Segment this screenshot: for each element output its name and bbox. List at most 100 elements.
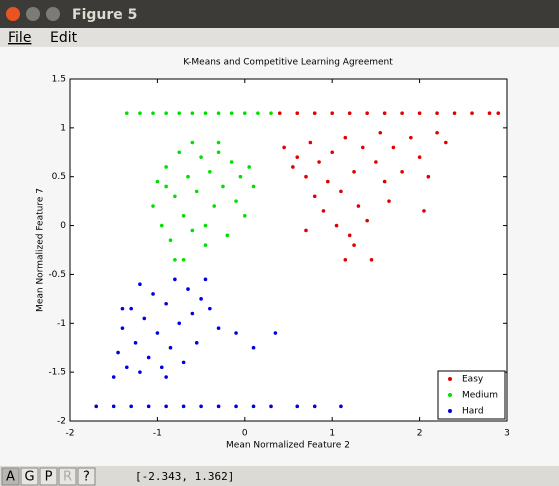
point bbox=[360, 145, 365, 150]
point bbox=[343, 257, 348, 262]
point bbox=[203, 243, 208, 247]
point bbox=[229, 111, 234, 115]
menu-file[interactable]: File bbox=[8, 30, 31, 46]
point bbox=[343, 135, 348, 140]
toolbar-button[interactable] bbox=[20, 467, 39, 486]
point bbox=[164, 184, 168, 189]
point bbox=[435, 111, 439, 115]
point bbox=[177, 111, 182, 115]
minimize-button[interactable] bbox=[26, 7, 40, 21]
point bbox=[435, 130, 439, 135]
y-tick-label: -0.5 bbox=[48, 270, 66, 280]
point bbox=[208, 170, 212, 174]
legend-label: Medium bbox=[462, 391, 498, 401]
point bbox=[181, 257, 186, 262]
point bbox=[277, 111, 282, 115]
point bbox=[203, 223, 208, 228]
y-axis-label: Mean Normalized Feature 7 bbox=[36, 188, 46, 312]
point bbox=[339, 404, 343, 409]
point bbox=[312, 111, 317, 115]
point bbox=[295, 404, 300, 409]
point bbox=[470, 111, 474, 115]
point bbox=[352, 243, 356, 247]
toolbar-button[interactable] bbox=[58, 467, 77, 486]
x-tick-label: 1 bbox=[329, 429, 335, 439]
point bbox=[164, 301, 168, 306]
point bbox=[269, 111, 273, 115]
point bbox=[347, 111, 352, 115]
point bbox=[203, 277, 208, 282]
point bbox=[111, 404, 116, 409]
x-tick-label: 3 bbox=[504, 429, 510, 439]
point bbox=[308, 140, 313, 145]
point bbox=[382, 111, 387, 115]
point bbox=[321, 209, 326, 213]
point bbox=[125, 111, 129, 115]
point bbox=[417, 111, 422, 115]
point bbox=[120, 306, 125, 311]
point bbox=[487, 111, 492, 115]
point bbox=[177, 150, 182, 155]
point bbox=[339, 189, 343, 194]
point bbox=[186, 174, 190, 179]
y-tick-label: -1.5 bbox=[48, 368, 66, 378]
point bbox=[203, 111, 208, 115]
chart-title: K-Means and Competitive Learning Agreeme… bbox=[183, 58, 393, 68]
y-tick-label: 1.5 bbox=[52, 75, 66, 85]
legend-label: Easy bbox=[462, 375, 484, 385]
point bbox=[159, 365, 164, 370]
point bbox=[225, 233, 230, 238]
point bbox=[247, 165, 251, 169]
point bbox=[190, 311, 195, 316]
point bbox=[216, 150, 221, 155]
point bbox=[155, 331, 160, 335]
title-bar bbox=[0, 0, 559, 28]
point bbox=[369, 257, 374, 262]
point bbox=[216, 111, 221, 115]
point bbox=[173, 277, 177, 282]
point bbox=[216, 404, 221, 409]
toolbar-button[interactable] bbox=[39, 467, 58, 486]
point bbox=[374, 160, 378, 164]
point bbox=[138, 282, 142, 287]
point bbox=[256, 111, 260, 115]
point bbox=[452, 111, 457, 115]
point bbox=[382, 179, 387, 184]
point bbox=[291, 165, 295, 169]
point bbox=[129, 306, 133, 311]
point bbox=[208, 306, 212, 311]
point bbox=[243, 214, 247, 218]
point bbox=[129, 404, 133, 409]
point bbox=[356, 204, 361, 208]
point bbox=[181, 360, 186, 365]
legend-marker bbox=[448, 393, 452, 397]
point bbox=[177, 321, 182, 326]
point bbox=[400, 111, 404, 115]
maximize-button[interactable] bbox=[46, 7, 60, 21]
point bbox=[116, 350, 120, 355]
point bbox=[199, 155, 203, 159]
point bbox=[426, 174, 431, 179]
point bbox=[164, 165, 168, 169]
point bbox=[326, 179, 330, 184]
point bbox=[125, 365, 129, 370]
point bbox=[151, 204, 155, 208]
point bbox=[173, 194, 177, 199]
point bbox=[186, 287, 190, 291]
point bbox=[168, 238, 173, 243]
toolbar-label: P bbox=[45, 470, 53, 485]
point bbox=[496, 111, 501, 115]
point bbox=[295, 111, 300, 115]
close-button[interactable] bbox=[6, 7, 20, 21]
point bbox=[133, 341, 138, 345]
toolbar-button[interactable] bbox=[77, 467, 96, 486]
point bbox=[234, 404, 238, 409]
window-title: Figure 5 bbox=[72, 7, 137, 23]
menu-edit[interactable]: Edit bbox=[50, 30, 78, 46]
x-tick-label: 0 bbox=[242, 429, 248, 439]
point bbox=[317, 160, 321, 164]
toolbar-button[interactable] bbox=[1, 467, 20, 486]
point bbox=[212, 204, 217, 208]
point bbox=[352, 170, 356, 174]
point bbox=[194, 189, 199, 194]
